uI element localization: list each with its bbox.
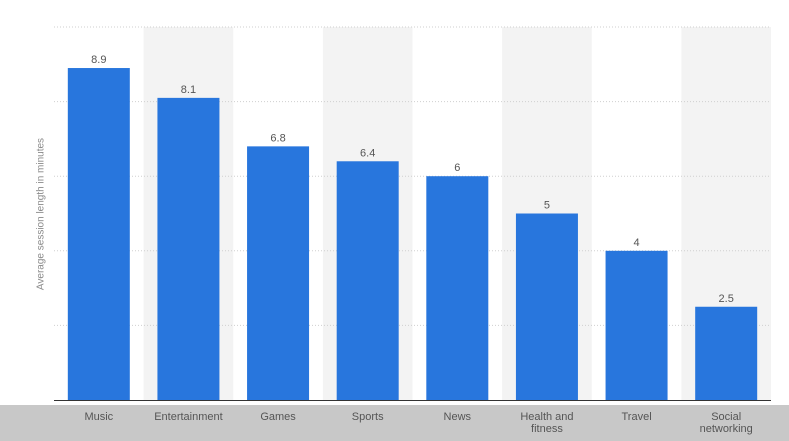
- data-label: 8.1: [181, 84, 196, 96]
- bar: [157, 97, 220, 401]
- bar: [67, 68, 130, 400]
- x-tick-label: Travel: [621, 411, 651, 423]
- x-tick-label: News: [444, 411, 472, 423]
- x-tick-label: Games: [260, 411, 296, 423]
- bar: [336, 161, 399, 400]
- data-label: 2.5: [719, 293, 734, 305]
- data-label: 5: [544, 200, 550, 212]
- bar: [247, 146, 310, 400]
- data-label: 8.9: [91, 54, 106, 66]
- x-tick-label: Health and fitness: [520, 411, 573, 435]
- y-axis-label: Average session length in minutes: [35, 137, 47, 291]
- x-tick-label: Entertainment: [154, 411, 222, 423]
- bar: [695, 306, 758, 400]
- x-tick-label: Sports: [352, 411, 384, 423]
- bar: [515, 213, 578, 400]
- data-label: 6: [454, 162, 460, 174]
- bar: [426, 176, 489, 400]
- data-label: 4: [634, 237, 640, 249]
- data-label: 6.8: [270, 132, 285, 144]
- data-label: 6.4: [360, 147, 375, 159]
- category-axis-band: [0, 405, 789, 441]
- bar: [605, 250, 668, 400]
- x-tick-label: Social networking: [700, 411, 753, 435]
- x-tick-label: Music: [84, 411, 113, 423]
